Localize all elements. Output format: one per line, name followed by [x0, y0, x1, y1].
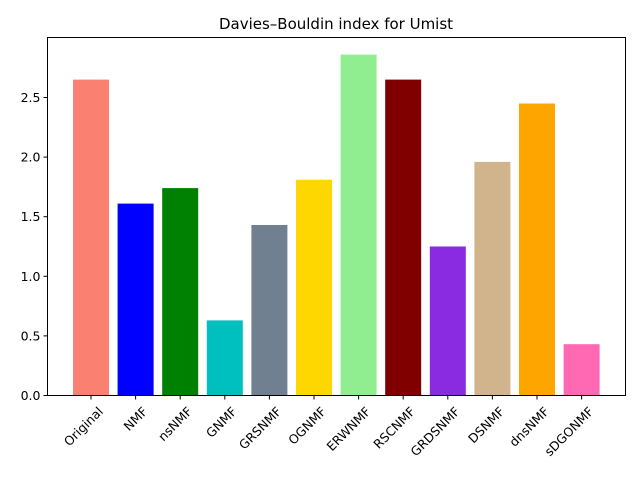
plot-frame	[47, 37, 626, 396]
bar-sdgonmf	[563, 344, 600, 396]
bar-nsnmf	[162, 188, 199, 396]
bar-original	[73, 79, 109, 396]
x-tick-label: GNMF	[203, 404, 240, 441]
chart-title: Davies–Bouldin index for Umist	[219, 15, 453, 33]
y-axis: 0.0 0.5 1.0 1.5 2.0 2.5	[21, 90, 48, 403]
bar-ognmf	[296, 179, 332, 396]
x-tick-label: Original	[61, 404, 106, 449]
x-tick-label: OGNMF	[285, 404, 329, 448]
y-tick-label: 1.5	[21, 209, 41, 224]
x-tick-label: nsNMF	[155, 404, 195, 444]
bar-dsnmf	[474, 161, 511, 396]
y-tick-label: 2.0	[21, 150, 41, 165]
bar-erwnmf	[340, 54, 377, 396]
y-tick-label: 2.5	[21, 90, 41, 105]
x-tick-label: GRSNMF	[236, 404, 285, 453]
x-tick-label: NMF	[121, 404, 151, 434]
bar-dnsnmf	[519, 103, 555, 396]
x-tick-label: DSNMF	[465, 404, 507, 446]
x-tick-label: ERWNMF	[323, 404, 373, 454]
bar-nmf	[117, 203, 154, 396]
x-tick-label: sDGONMF	[541, 404, 596, 459]
bar-rscnmf	[385, 79, 422, 396]
x-tick-label: dnsNMF	[506, 404, 552, 450]
bar-grdsnmf	[429, 246, 466, 396]
y-tick-label: 0.5	[21, 328, 41, 343]
bars-group	[73, 54, 600, 396]
y-tick-label: 0.0	[21, 388, 41, 403]
bar-grsnmf	[251, 225, 288, 396]
y-tick-label: 1.0	[21, 269, 41, 284]
bar-gnmf	[206, 320, 243, 396]
